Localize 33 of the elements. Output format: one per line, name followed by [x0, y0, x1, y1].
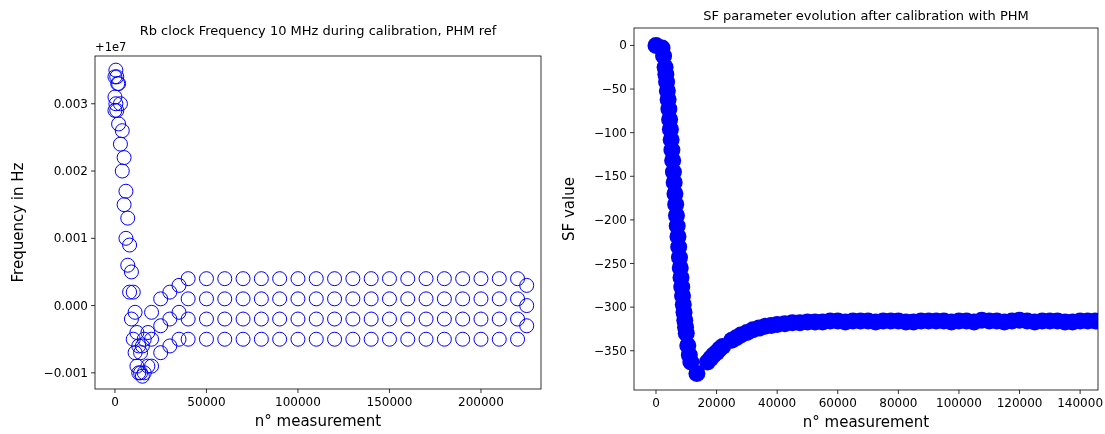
- x-tick-label: 100000: [936, 396, 982, 410]
- text: +1e7: [95, 40, 127, 54]
- y-axis-title: SF value: [560, 177, 578, 241]
- y-tick-label: 0.003: [53, 96, 88, 111]
- x-axis-title: n° measurement: [254, 412, 382, 430]
- chart-title: SF parameter evolution after calibration with PHM: [703, 8, 1029, 23]
- y-axis-title: Frequency in Hz: [9, 162, 27, 283]
- y-tick-label: 0: [619, 38, 627, 53]
- y-tick-label: 0.001: [53, 231, 88, 246]
- x-tick-label: 60000: [818, 396, 857, 410]
- x-tick-label: 20000: [697, 396, 736, 410]
- y-tick-label: −50: [601, 82, 627, 97]
- y-tick-label: −0.001: [43, 365, 88, 380]
- chart-title: Rb clock Frequency 10 MHz during calibration, PHM ref: [139, 23, 497, 38]
- y-tick-label: 0.002: [53, 164, 88, 179]
- y-tick-label: −200: [594, 212, 627, 227]
- x-tick-label: 150000: [366, 395, 413, 409]
- x-tick-label: 50000: [187, 395, 226, 409]
- x-tick-label: 40000: [758, 396, 797, 410]
- y-tick-label: −300: [594, 300, 627, 315]
- x-tick-label: 120000: [996, 396, 1043, 410]
- x-tick-label: 80000: [879, 396, 918, 410]
- y-tick-label: −350: [594, 343, 627, 358]
- y-tick-label: −250: [594, 256, 627, 271]
- x-tick-label: 200000: [458, 395, 504, 409]
- y-tick-label: −100: [594, 125, 627, 140]
- x-tick-label: 140000: [1057, 396, 1104, 410]
- x-tick-label: 100000: [275, 395, 321, 409]
- x-tick-label: 0: [652, 396, 660, 410]
- y-tick-label: −150: [594, 169, 627, 184]
- x-tick-label: 0: [111, 395, 119, 409]
- x-axis-title: n° measurement: [802, 413, 930, 431]
- y-tick-label: 0.000: [53, 298, 88, 313]
